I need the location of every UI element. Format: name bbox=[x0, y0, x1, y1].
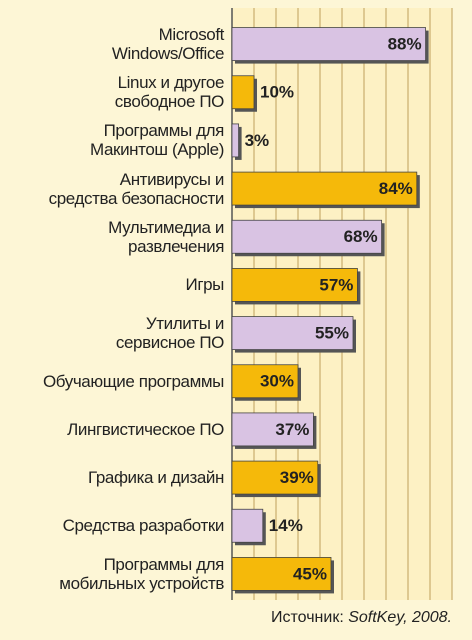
category-label: Linux и другое свободное ПО bbox=[114, 73, 225, 112]
category-label: Обучающие программы bbox=[42, 371, 224, 391]
category-label: Графика и дизайн bbox=[88, 468, 224, 488]
value-label: 37% bbox=[275, 420, 309, 439]
value-label: 3% bbox=[245, 131, 270, 150]
bar bbox=[231, 508, 264, 543]
value-label: 55% bbox=[315, 324, 349, 343]
bar bbox=[231, 460, 319, 495]
bar bbox=[231, 27, 427, 61]
value-label: 84% bbox=[379, 179, 413, 198]
category-label: Антивирусы и средства безопасности bbox=[48, 169, 225, 208]
category-label: Игры bbox=[185, 275, 225, 295]
category-label: Средства разработки bbox=[62, 516, 225, 536]
bar bbox=[231, 123, 239, 158]
bar bbox=[231, 364, 299, 399]
value-label: 39% bbox=[280, 468, 314, 487]
value-label: 88% bbox=[388, 35, 422, 54]
source-line: Источник: SoftKey, 2008. bbox=[271, 609, 452, 627]
value-label: 57% bbox=[319, 275, 353, 294]
bar bbox=[231, 268, 358, 302]
category-label: Microsoft Windows/Office bbox=[111, 25, 225, 64]
bar bbox=[231, 219, 383, 254]
source-label: Источник: bbox=[271, 609, 344, 626]
category-label: Мультимедиа и развлечения bbox=[108, 217, 224, 256]
bar bbox=[231, 171, 418, 206]
category-label: Программы для Макинтош (Apple) bbox=[90, 121, 224, 160]
value-label: 14% bbox=[269, 516, 303, 535]
bar bbox=[231, 316, 354, 350]
bar bbox=[231, 412, 314, 447]
value-label: 30% bbox=[260, 372, 294, 391]
category-label: Утилиты и сервисное ПО bbox=[115, 314, 225, 353]
source: SoftKey, 2008. bbox=[348, 609, 452, 626]
category-label: Программы для мобильных устройств bbox=[59, 554, 224, 593]
bar bbox=[231, 75, 255, 110]
value-label: 10% bbox=[260, 83, 294, 102]
value-label: 45% bbox=[293, 564, 327, 583]
value-label: 68% bbox=[344, 227, 378, 246]
category-label: Лингвистическое ПО bbox=[67, 419, 224, 439]
bar bbox=[231, 557, 332, 591]
